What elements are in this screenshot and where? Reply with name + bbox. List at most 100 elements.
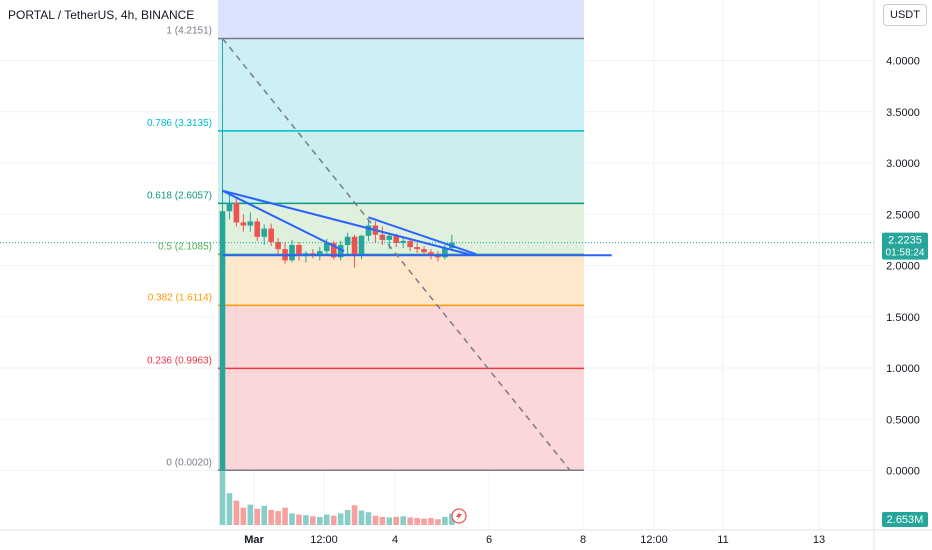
candle-body [296, 245, 302, 256]
candle-body [435, 255, 441, 258]
fib-level-label: 0.236 (0.9963) [147, 355, 212, 366]
volume-bar [365, 512, 372, 525]
fib-band [218, 305, 584, 369]
current-price-badge [882, 232, 928, 260]
fib-band [218, 368, 584, 471]
price-tick-label: 3.0000 [886, 158, 920, 170]
fib-level-label: 0 (0.0020) [166, 457, 212, 468]
price-tick-label: 1.0000 [886, 363, 920, 375]
volume-bar [344, 509, 351, 525]
symbol-title: PORTAL / TetherUS, 4h, BINANCE [8, 8, 195, 22]
volume-bar [337, 513, 344, 525]
volume-bar [414, 518, 420, 525]
fib-level-label: 0.618 (2.6057) [147, 190, 212, 201]
candle-body [358, 235, 365, 256]
currency-selector[interactable]: USDT [883, 4, 927, 26]
volume-bars [219, 467, 467, 525]
candle-body [393, 235, 400, 243]
candle-body [323, 242, 330, 252]
volume-bar [268, 509, 274, 525]
candle-body [407, 240, 413, 248]
candle-body [400, 240, 406, 243]
time-tick-label: 8 [580, 534, 586, 546]
price-tick-label: 2.5000 [886, 209, 920, 221]
candle-body [330, 242, 337, 258]
volume-bar [296, 514, 302, 525]
volume-bar [428, 518, 434, 525]
price-countdown-label: 01:58:24 [886, 248, 925, 259]
volume-label: 2.653M [887, 514, 924, 526]
volume-bar [435, 519, 441, 525]
volume-bar [386, 517, 393, 525]
volume-bar [393, 516, 400, 525]
trendline [222, 189, 345, 253]
volume-bar [254, 508, 261, 525]
trendlines[interactable] [0, 37, 874, 471]
volume-bar [240, 507, 247, 525]
candle-body [414, 247, 420, 250]
candle-body [233, 202, 240, 223]
price-tick-label: 4.0000 [886, 56, 920, 68]
volume-bar [400, 516, 406, 525]
volume-bar [226, 493, 233, 525]
candle-body [421, 249, 427, 253]
time-tick-label: 11 [717, 534, 728, 546]
volume-bar [372, 515, 379, 525]
candle-body [442, 248, 448, 258]
volume-bar [233, 500, 240, 525]
fib-band-extension [218, 0, 584, 39]
volume-bar [379, 516, 386, 525]
time-tick-label: 12:00 [640, 534, 668, 546]
price-tick-label: 3.5000 [886, 107, 920, 119]
fib-band [218, 38, 584, 131]
current-price-label: 2.2235 [888, 235, 922, 247]
price-tick-label: 1.5000 [886, 312, 920, 324]
fib-band [218, 130, 584, 204]
candle-body [275, 241, 281, 250]
fib-level-label: 1 (4.2151) [166, 25, 212, 36]
fib-band [218, 254, 584, 306]
flash-icon-glyph [456, 511, 462, 521]
trendline [222, 189, 473, 257]
volume-bar [282, 507, 288, 525]
volume-bar [275, 511, 281, 525]
candle-body [337, 245, 344, 258]
price-tick-label: 2.0000 [886, 261, 920, 273]
candle-body [261, 228, 267, 237]
time-axis[interactable]: Mar 12:00 4 6 8 12:00 11 13 [0, 529, 932, 546]
volume-bar [317, 516, 323, 525]
candle-body [428, 252, 434, 256]
time-tick-label: Mar [244, 534, 264, 546]
time-tick-label: 12:00 [310, 534, 338, 546]
time-tick-label: 4 [392, 534, 398, 546]
price-tick-label: 0.0000 [886, 466, 920, 478]
volume-bar [449, 513, 455, 525]
fibonacci-retracement[interactable]: 1 (4.2151) 0.786 (3.3135) 0.618 (2.6057) 0.… [147, 0, 584, 472]
volume-bar [407, 517, 413, 525]
volume-bar [310, 516, 316, 525]
volume-bar [351, 505, 358, 525]
volume-badge [882, 512, 928, 527]
volume-bar [323, 514, 330, 525]
volume-bar [247, 504, 254, 525]
volume-bar [421, 518, 427, 525]
candle-body [317, 251, 323, 256]
candle-body [351, 236, 358, 256]
candle-body [386, 235, 393, 240]
time-tick-label: 13 [813, 534, 825, 546]
volume-bar [219, 467, 226, 525]
fib-level-label: 0.382 (1.6114) [148, 292, 212, 303]
trendline [368, 216, 477, 256]
time-tick-label: 6 [486, 534, 492, 546]
fib-level-label: 0.5 (2.1085) [158, 241, 212, 252]
volume-bar [330, 515, 337, 525]
candle-body [310, 253, 316, 256]
volume-bar [261, 505, 267, 525]
candle-body [247, 221, 254, 226]
candle-body [240, 222, 247, 226]
candle-body [219, 211, 226, 471]
candle-body [226, 202, 233, 212]
price-axis[interactable]: 4.0000 3.5000 3.0000 2.5000 2.0000 1.5000 1.00… [873, 0, 920, 550]
